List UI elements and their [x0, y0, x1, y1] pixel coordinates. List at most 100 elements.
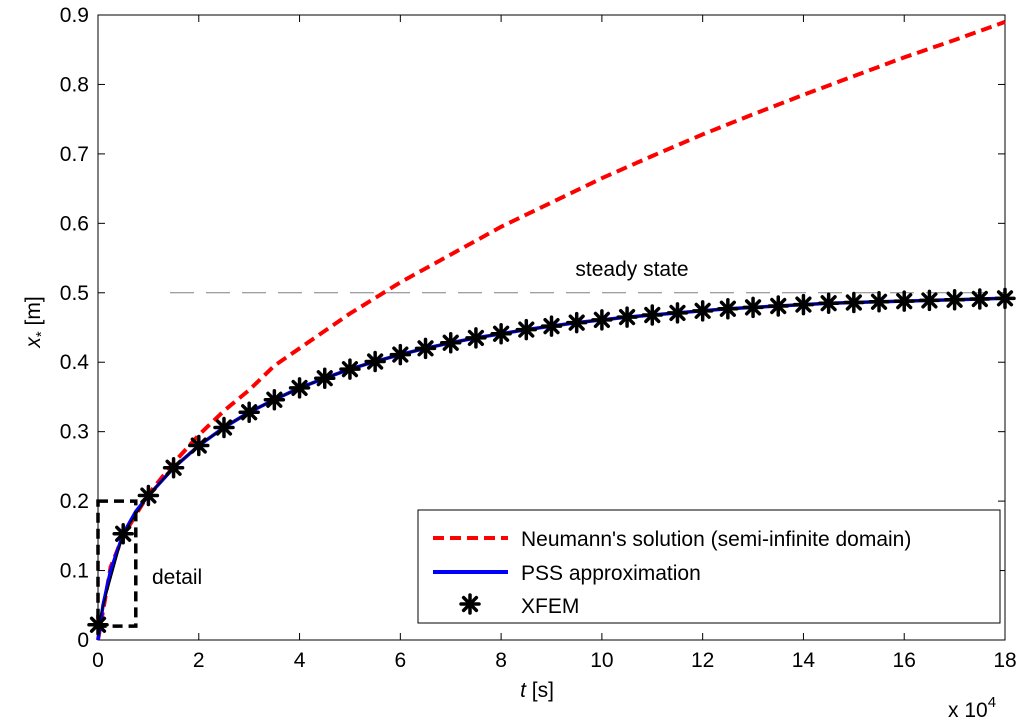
xfem-marker-stroke	[744, 299, 762, 316]
xfem-marker	[943, 288, 966, 311]
xfem-marker-stroke	[795, 296, 812, 313]
y-axis-label: x* [m]	[22, 296, 50, 348]
xfem-marker-stroke	[694, 302, 711, 319]
xfem-marker-stroke	[215, 419, 233, 436]
x-tick-label: 16	[893, 649, 916, 672]
xfem-marker	[288, 377, 311, 399]
legend-xfem-star	[459, 593, 481, 615]
xfem-marker-stroke	[518, 321, 535, 338]
xfem-marker	[994, 287, 1016, 310]
plot-frame	[97, 14, 1006, 641]
xfem-marker	[792, 293, 815, 316]
xfem-marker	[691, 300, 714, 322]
xfem-marker	[465, 327, 487, 349]
xfem-marker	[817, 292, 840, 314]
y-tick-label: 0.9	[60, 4, 89, 27]
xfem-marker	[717, 298, 739, 320]
xfem-marker-stroke	[669, 304, 686, 322]
y-tick-label: 0.7	[60, 143, 89, 166]
legend-marker-xfem	[459, 593, 481, 615]
legend-label-pss: PSS approximation	[521, 562, 701, 585]
xfem-marker-stroke	[341, 361, 359, 378]
y-tick-label: 0.8	[60, 73, 89, 96]
detail-label: detail	[152, 566, 202, 589]
xfem-marker	[742, 296, 764, 319]
xfem-marker	[591, 309, 613, 331]
xfem-marker-stroke	[316, 370, 333, 387]
xfem-marker	[540, 315, 563, 337]
x-tick-label: 8	[495, 649, 507, 672]
xfem-marker	[767, 295, 789, 317]
legend-box	[417, 509, 1001, 624]
xfem-marker-stroke	[291, 379, 308, 397]
xfem-marker	[843, 291, 865, 314]
y-tick-label: 0.3	[60, 421, 89, 444]
x-multiplier: x 104	[948, 694, 996, 722]
xfem-marker	[515, 318, 538, 341]
x-tick-label: 2	[193, 649, 205, 672]
xfem-marker	[339, 358, 361, 380]
xfem-marker-stroke	[467, 329, 485, 347]
xfem-marker	[188, 434, 210, 457]
xfem-marker	[439, 332, 462, 354]
xfem-marker-stroke	[115, 525, 132, 542]
xfem-marker-stroke	[266, 391, 283, 408]
x-tick-label: 10	[590, 649, 613, 672]
xfem-marker	[314, 367, 336, 389]
xfem-marker	[969, 288, 991, 310]
xfem-marker-stroke	[644, 306, 661, 324]
xfem-marker	[868, 291, 890, 313]
xfem-marker-stroke	[165, 459, 182, 476]
xfem-marker-stroke	[946, 291, 963, 308]
xfem-marker-stroke	[845, 294, 862, 311]
xfem-marker-stroke	[442, 334, 459, 351]
xfem-marker	[162, 457, 185, 479]
xfem-marker-stroke	[820, 295, 837, 312]
xfem-marker	[213, 416, 235, 439]
xfem-marker	[616, 306, 638, 328]
steady-state-label: steady state	[575, 258, 688, 281]
xfem-marker-stroke	[190, 437, 207, 454]
xfem-marker-stroke	[568, 314, 585, 331]
xfem-marker	[137, 484, 160, 507]
xfem-marker	[263, 388, 286, 411]
x-tick-label: 0	[92, 649, 104, 672]
xfem-marker-stroke	[770, 297, 787, 315]
xfem-marker-stroke	[417, 340, 434, 357]
xfem-marker-stroke	[492, 325, 510, 342]
xfem-marker-stroke	[618, 308, 636, 326]
y-tick-label: 0.6	[60, 212, 89, 235]
xfem-marker	[389, 343, 412, 366]
y-tick-label: 0.5	[60, 282, 89, 305]
xfem-marker-stroke	[593, 311, 611, 328]
xfem-marker-stroke	[971, 290, 988, 308]
xfem-marker	[414, 337, 437, 360]
x-tick-label: 12	[691, 649, 714, 672]
y-tick-label: 0	[77, 629, 89, 652]
xfem-marker	[893, 290, 915, 312]
xfem-marker-stroke	[461, 595, 479, 613]
xfem-marker-stroke	[896, 292, 913, 310]
xfem-marker-stroke	[921, 292, 938, 309]
xfem-marker	[238, 401, 260, 423]
x-tick-label: 14	[792, 649, 816, 672]
x-axis-label: t [s]	[520, 679, 554, 702]
x-tick-label: 4	[294, 649, 306, 672]
xfem-marker-stroke	[241, 404, 258, 421]
xfem-marker-stroke	[543, 317, 560, 335]
legend: Neumann's solution (semi-infinite domain…	[417, 509, 1001, 624]
y-tick-label: 0.4	[60, 351, 90, 374]
x-tick-label: 6	[394, 649, 406, 672]
xfem-marker-stroke	[367, 353, 384, 370]
xfem-marker-stroke	[996, 290, 1014, 307]
y-tick-label: 0.2	[60, 490, 89, 513]
xfem-marker	[112, 523, 134, 545]
xfem-marker-stroke	[392, 346, 409, 363]
xfem-marker	[565, 311, 588, 334]
detail-box	[96, 499, 138, 628]
xfem-marker	[364, 350, 386, 373]
xfem-marker	[641, 304, 664, 326]
y-tick-label: 0.1	[60, 560, 89, 583]
legend-label-xfem: XFEM	[521, 595, 579, 618]
